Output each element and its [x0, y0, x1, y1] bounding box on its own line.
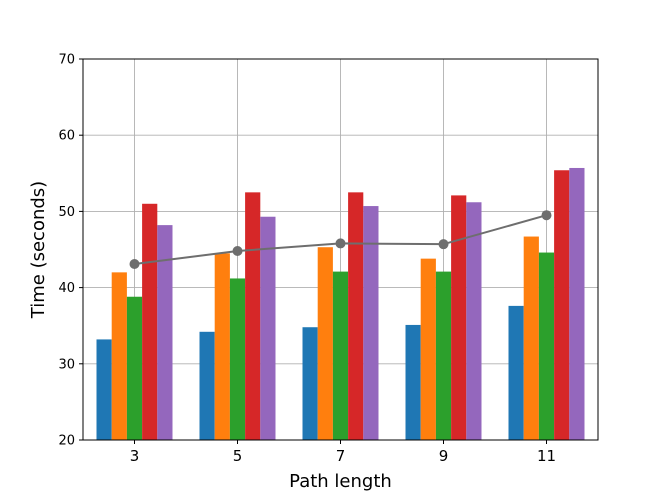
bar	[554, 170, 570, 440]
x-tick-label: 11	[537, 447, 556, 465]
x-tick-label: 3	[130, 447, 140, 465]
bar	[332, 271, 349, 440]
bar	[451, 195, 467, 440]
bar	[214, 253, 230, 440]
bar	[538, 252, 555, 440]
x-axis-label: Path length	[289, 471, 392, 492]
bar	[569, 167, 585, 440]
bars	[96, 167, 585, 440]
line-series	[129, 210, 552, 269]
bar	[523, 236, 539, 440]
bar	[229, 278, 246, 440]
bar	[348, 192, 364, 440]
bar	[260, 216, 276, 440]
bar	[142, 203, 158, 440]
x-tick-label: 9	[439, 447, 449, 465]
ticks: 20 30 40 50 60 70 3 5 7 9 11	[58, 53, 556, 466]
bar	[466, 202, 482, 440]
y-tick-label: 30	[58, 357, 75, 372]
bar	[317, 247, 333, 440]
y-axis-label: Time (seconds)	[28, 181, 49, 319]
line-point	[232, 246, 243, 257]
bar	[199, 331, 215, 440]
line-point	[541, 210, 552, 221]
bar	[157, 225, 173, 440]
bar	[96, 339, 112, 440]
x-tick-label: 7	[336, 447, 346, 465]
bar	[435, 271, 452, 440]
x-tick-label: 5	[233, 447, 243, 465]
bar	[420, 258, 436, 440]
bar	[245, 192, 261, 440]
bar	[405, 324, 421, 440]
y-tick-label: 40	[58, 281, 75, 296]
line-point	[335, 238, 346, 249]
line-point	[129, 258, 140, 269]
y-tick-label: 70	[58, 53, 75, 68]
bar	[508, 305, 524, 440]
bar	[363, 206, 379, 440]
bar	[111, 272, 127, 440]
bar	[302, 327, 318, 440]
y-tick-label: 50	[58, 205, 75, 220]
y-tick-label: 20	[58, 434, 75, 449]
y-tick-label: 60	[58, 129, 75, 144]
line-point	[438, 239, 449, 250]
bar	[126, 296, 143, 440]
